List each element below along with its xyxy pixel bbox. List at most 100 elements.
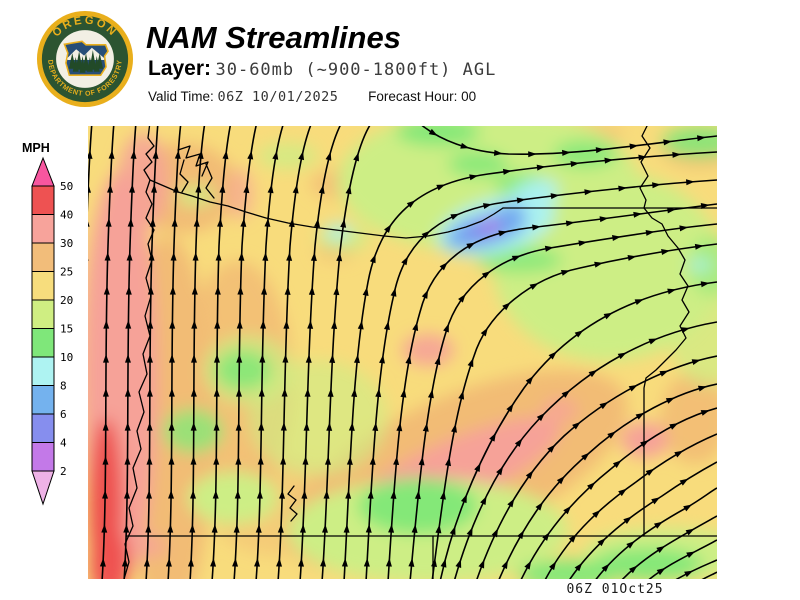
streamline-arrowhead [340, 218, 347, 228]
streamline-arrowhead [683, 504, 693, 512]
streamline [675, 559, 717, 579]
streamline-arrowhead [169, 286, 176, 295]
wind-speed-blob [593, 548, 703, 579]
streamline-arrowhead [405, 355, 412, 365]
streamline [343, 151, 717, 579]
streamline-arrowhead [587, 482, 596, 491]
streamline-arrowhead [411, 524, 418, 533]
wind-speed-blob [215, 350, 271, 390]
page-title: NAM Streamlines [146, 20, 401, 55]
streamline [365, 179, 717, 579]
streamline-arrowhead [467, 358, 474, 368]
streamline-arrowhead [288, 218, 295, 228]
streamline-arrowhead [645, 229, 655, 236]
streamline [421, 126, 717, 155]
streamline-arrowhead [422, 422, 429, 432]
streamline-arrowhead [578, 240, 588, 247]
streamline-arrowhead [125, 320, 132, 329]
streamline-arrowhead [669, 423, 679, 430]
idaho-border [643, 207, 690, 537]
streamline-arrowhead [679, 225, 689, 232]
streamline-arrowhead [284, 286, 291, 295]
streamline-arrowhead [517, 530, 525, 540]
streamline-arrowhead [124, 456, 131, 465]
streamline-arrowhead [235, 422, 242, 431]
streamline-arrowhead [597, 538, 606, 547]
streamline-arrowhead [146, 354, 153, 363]
streamline-arrowhead [599, 216, 609, 223]
streamline-arrowhead [234, 490, 241, 499]
streamline [123, 126, 137, 579]
wind-speed-blob [176, 185, 216, 207]
map-timestamp: 06Z 01Oct25 [566, 582, 664, 597]
streamline-arrowhead [443, 323, 449, 333]
streamline-arrowhead [663, 139, 673, 146]
streamline [233, 126, 257, 579]
streamline-arrowhead [525, 376, 534, 385]
streamline-arrowhead [148, 252, 155, 261]
streamline-arrowhead [292, 184, 299, 194]
legend-tick: 4 [60, 437, 67, 450]
streamline-arrowhead [310, 252, 317, 262]
streamline-arrowhead [481, 271, 491, 279]
streamline-arrowhead [321, 524, 328, 533]
streamline-arrowhead [458, 294, 466, 303]
streamline-arrowhead [88, 150, 93, 159]
streamline-arrowhead [174, 150, 181, 159]
streamline-arrowhead [506, 403, 514, 413]
wind-speed-blob [668, 266, 717, 386]
layer-value: 30-60mb (~900-1800ft) AGL [215, 60, 497, 80]
streamline-arrowhead [595, 147, 605, 154]
logo-oregon-emblem [63, 40, 109, 76]
legend-tick: 8 [60, 380, 67, 393]
lake-squiggle [287, 485, 298, 522]
streamline-arrowhead [247, 150, 254, 160]
streamline-arrowhead [314, 218, 321, 228]
streamline-arrowhead [125, 286, 132, 295]
streamline-arrowhead [146, 388, 153, 397]
streamline-arrowhead [445, 457, 452, 467]
streamline-arrowhead [607, 431, 616, 439]
streamline-arrowhead [491, 528, 499, 538]
streamline-arrowhead [659, 370, 669, 377]
streamline-arrowhead [502, 168, 512, 175]
streamline-arrowhead [611, 235, 621, 241]
streamline-arrowhead [365, 524, 372, 533]
streamline-arrowhead [400, 388, 407, 398]
streamline-arrowhead [700, 202, 710, 209]
streamline [101, 126, 115, 579]
streamline-arrowhead [406, 200, 416, 208]
streamline-arrowhead [254, 558, 261, 567]
streamline-arrowhead [680, 327, 690, 334]
legend-segment [31, 214, 55, 244]
streamline-arrowhead [256, 490, 263, 499]
streamline-arrowhead [121, 558, 128, 567]
streamline-arrowhead [369, 456, 376, 465]
streamline-arrowhead [427, 389, 434, 399]
streamline-arrowhead [213, 354, 220, 363]
streamline-arrowhead [401, 256, 409, 266]
streamline-arrowhead [667, 288, 677, 295]
streamline-arrowhead [536, 412, 545, 422]
streamline-arrowhead [412, 322, 419, 331]
streamline-arrowhead [634, 299, 644, 305]
streamline-arrowhead [507, 498, 515, 508]
streamline-arrowhead [588, 369, 598, 378]
streamline-arrowhead [235, 456, 242, 465]
streamline-arrowhead [215, 252, 222, 261]
streamline-arrowhead [474, 462, 481, 472]
streamline-arrowhead [570, 160, 580, 167]
streamline-arrowhead [617, 352, 627, 360]
streamline [701, 571, 717, 579]
streamline-arrowhead [528, 151, 537, 158]
streamline [520, 407, 717, 579]
streamline-arrowhead [489, 432, 496, 442]
streamline-arrowhead [283, 320, 290, 329]
wind-speed-blob [402, 334, 454, 366]
columbia-river [149, 179, 504, 239]
streamline [648, 539, 717, 579]
streamline-arrowhead [304, 388, 311, 397]
streamline-arrowhead [396, 422, 403, 432]
streamline-arrowhead [439, 490, 446, 500]
streamline-arrowhead [236, 354, 243, 363]
